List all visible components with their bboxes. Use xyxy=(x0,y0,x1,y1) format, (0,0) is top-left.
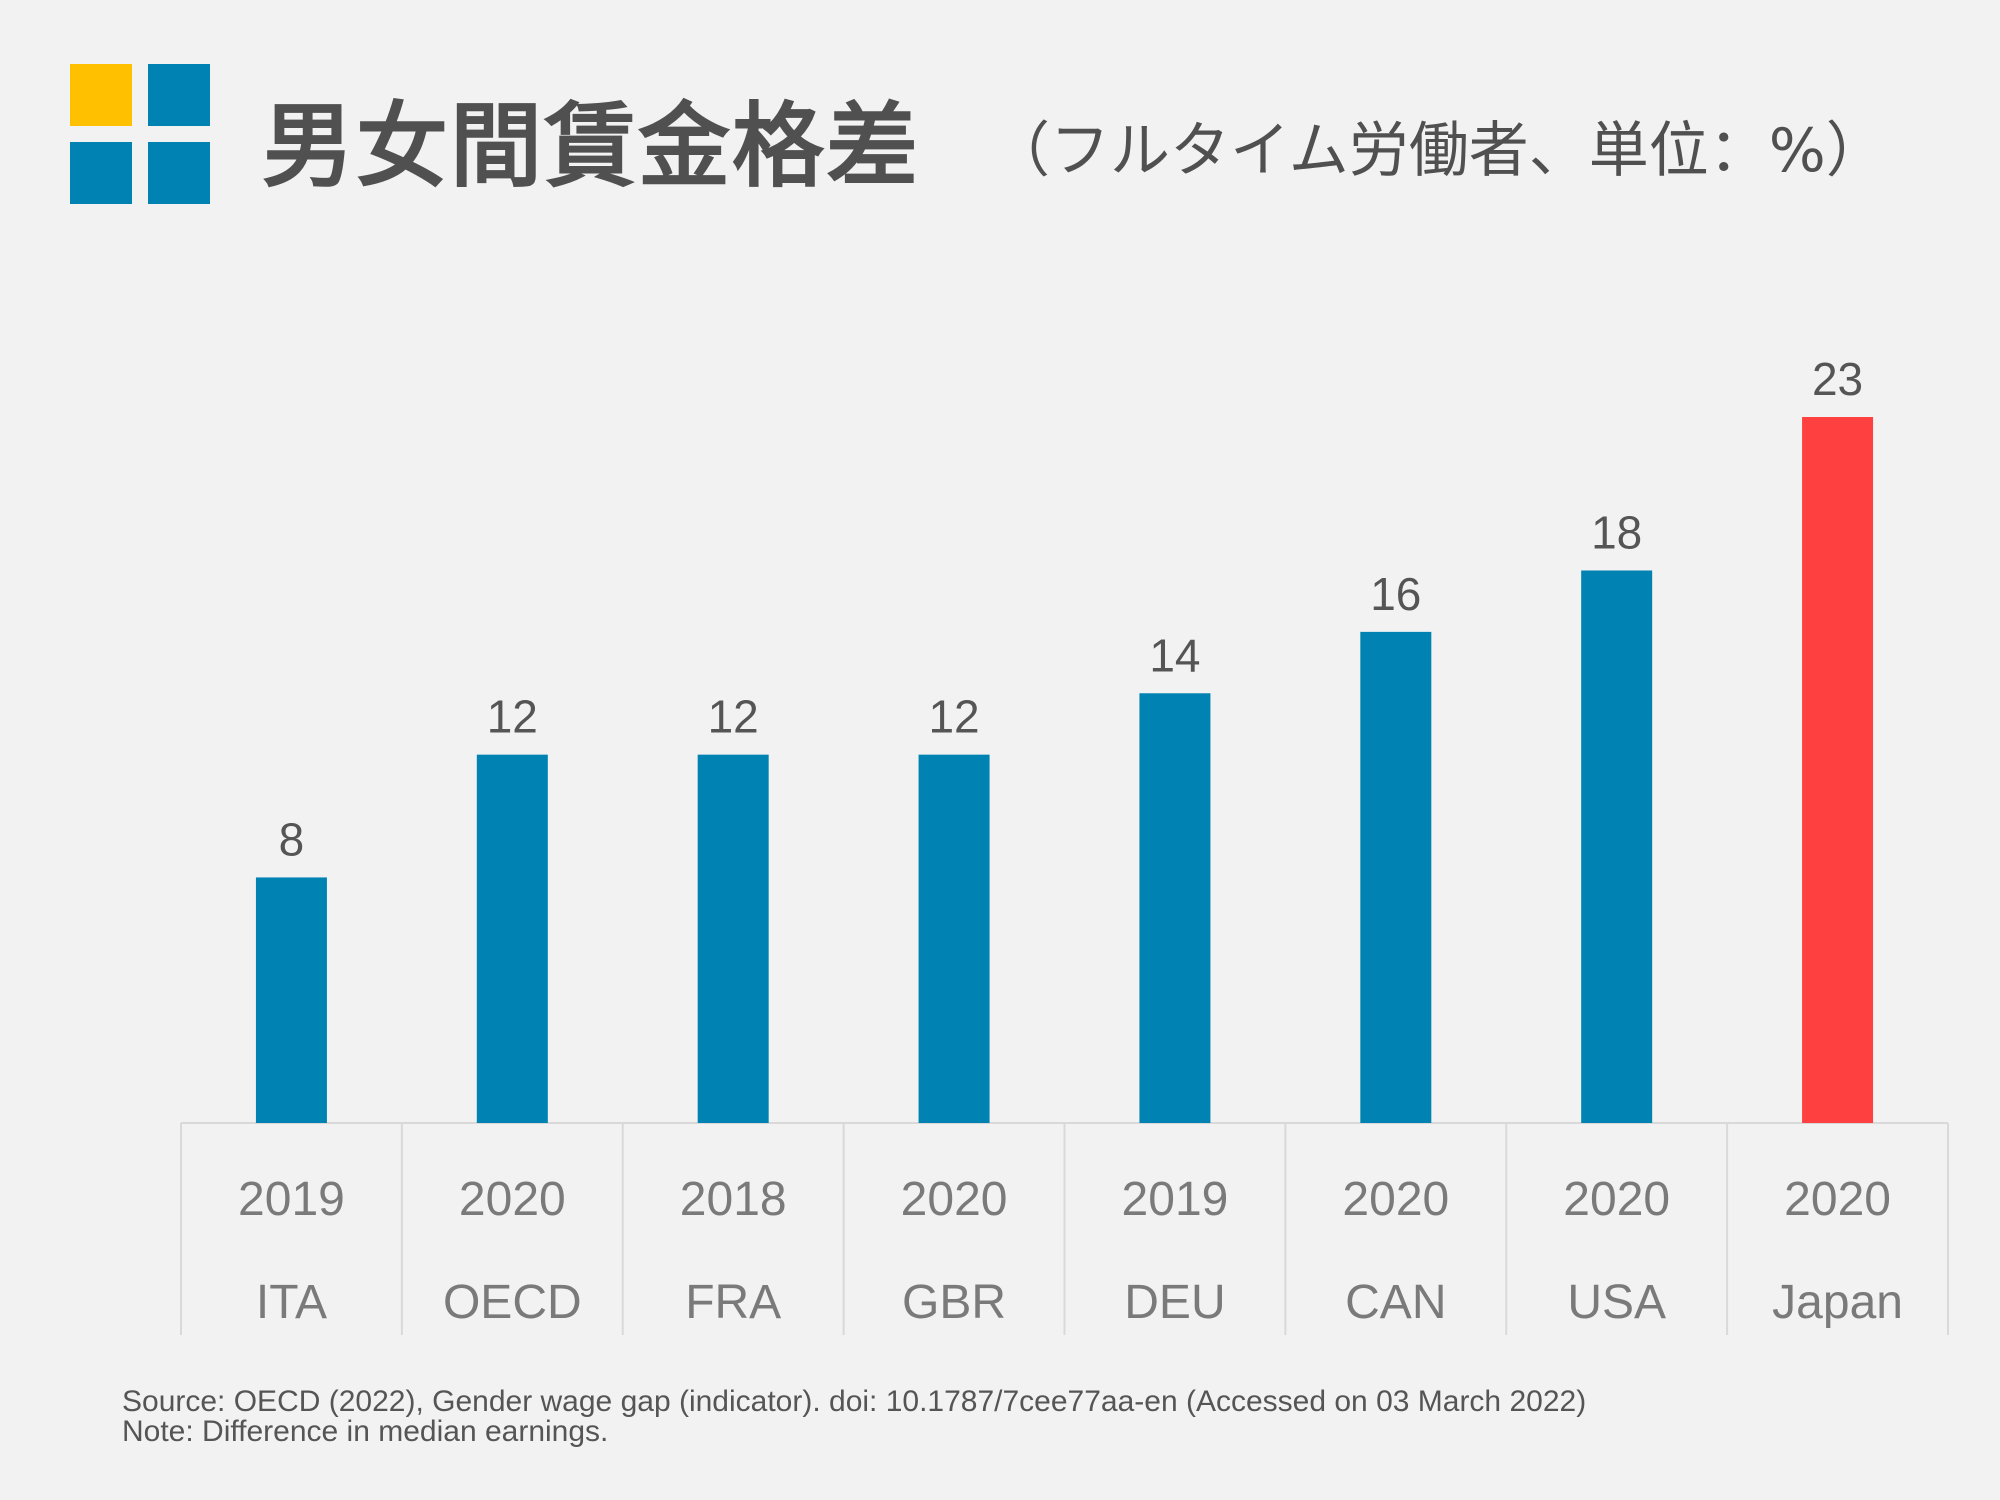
chart-title: 男女間賃金格差 xyxy=(262,93,921,200)
category-label: CAN xyxy=(1345,1276,1446,1329)
category-label: GBR xyxy=(902,1276,1006,1329)
year-label: 2020 xyxy=(901,1173,1008,1226)
data-label: 8 xyxy=(279,813,305,865)
category-label: FRA xyxy=(685,1276,781,1329)
logo-square-yellow xyxy=(70,64,132,126)
category-label: USA xyxy=(1567,1276,1666,1329)
bar-usa xyxy=(1581,570,1653,1123)
bar-gbr xyxy=(918,754,990,1123)
data-label: 12 xyxy=(708,691,759,743)
logo-square-blue xyxy=(70,142,132,204)
bar-oecd xyxy=(476,754,548,1123)
category-label: DEU xyxy=(1124,1276,1225,1329)
year-label: 2020 xyxy=(1563,1173,1670,1226)
year-label: 2019 xyxy=(1122,1173,1229,1226)
bar-fra xyxy=(697,754,769,1123)
source-note: Source: OECD (2022), Gender wage gap (in… xyxy=(122,1385,1587,1418)
footnote: Note: Difference in median earnings. xyxy=(122,1415,609,1448)
year-label: 2020 xyxy=(1784,1173,1891,1226)
year-label: 2018 xyxy=(680,1173,787,1226)
data-label: 18 xyxy=(1591,506,1642,558)
bar-japan xyxy=(1802,417,1874,1123)
data-label: 12 xyxy=(487,691,538,743)
logo-square-blue xyxy=(148,142,210,204)
category-label: OECD xyxy=(443,1276,582,1329)
logo-square-blue xyxy=(148,64,210,126)
chart-subtitle: （フルタイム労働者、単位：%） xyxy=(990,116,1886,186)
bar-ita xyxy=(255,877,327,1123)
year-label: 2019 xyxy=(238,1173,345,1226)
data-label: 23 xyxy=(1812,353,1863,405)
year-label: 2020 xyxy=(1342,1173,1449,1226)
bar-can xyxy=(1360,631,1432,1123)
data-label: 12 xyxy=(928,691,979,743)
year-label: 2020 xyxy=(459,1173,566,1226)
category-label: Japan xyxy=(1772,1276,1903,1329)
bar-deu xyxy=(1139,693,1211,1123)
data-label: 16 xyxy=(1370,568,1421,620)
category-label: ITA xyxy=(256,1276,327,1329)
data-label: 14 xyxy=(1149,629,1200,681)
